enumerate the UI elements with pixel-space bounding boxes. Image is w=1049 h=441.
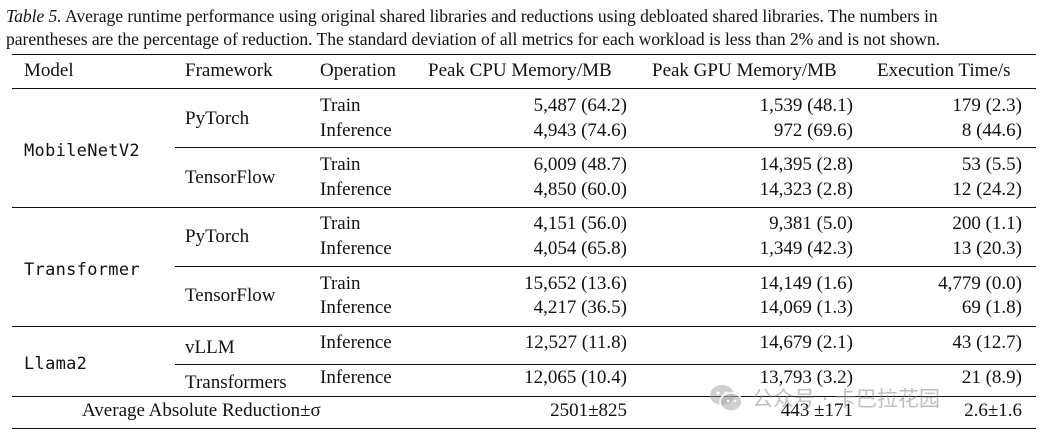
execution-time-cell: 8 (44.6) xyxy=(961,119,1022,141)
execution-time-cell: 43 (12.7) xyxy=(952,331,1022,353)
execution-time-cell: 53 (5.5) xyxy=(961,154,1022,176)
cpu-memory-cell: 6,009 (48.7) xyxy=(533,154,627,176)
summary-gpu: 443 ±171 xyxy=(780,399,853,421)
header-framework: Framework xyxy=(185,60,273,81)
cpu-memory-cell: 15,652 (13.6) xyxy=(524,272,627,294)
operation-cell: Train xyxy=(320,154,361,176)
operation-cell: Inference xyxy=(320,238,392,259)
operation-cell: Inference xyxy=(320,178,392,200)
cpu-memory-cell: 4,054 (65.8) xyxy=(533,238,627,259)
header-cpu: Peak CPU Memory/MB xyxy=(428,60,612,81)
model-divider xyxy=(12,325,1036,327)
execution-time-cell: 12 (24.2) xyxy=(952,178,1022,200)
header-time: Execution Time/s xyxy=(877,60,1011,81)
gpu-memory-cell: 972 (69.6) xyxy=(773,119,853,141)
execution-time-cell: 200 (1.1) xyxy=(952,213,1022,235)
model-cell: MobileNetV2 xyxy=(24,141,140,162)
gpu-memory-cell: 1,539 (48.1) xyxy=(759,95,853,116)
cpu-memory-cell: 4,151 (56.0) xyxy=(533,213,627,235)
operation-cell: Train xyxy=(320,272,361,294)
cpu-memory-cell: 12,527 (11.8) xyxy=(524,331,627,353)
gpu-memory-cell: 14,323 (2.8) xyxy=(759,178,853,200)
execution-time-cell: 13 (20.3) xyxy=(952,238,1022,259)
caption-text-line2: parentheses are the percentage of reduct… xyxy=(6,29,940,49)
model-cell: Transformer xyxy=(24,259,140,280)
cpu-memory-cell: 4,943 (74.6) xyxy=(533,119,627,141)
gpu-memory-cell: 14,149 (1.6) xyxy=(759,272,853,294)
gpu-memory-cell: 1,349 (42.3) xyxy=(759,238,853,259)
cpu-memory-cell: 5,487 (64.2) xyxy=(533,95,627,116)
execution-time-cell: 21 (8.9) xyxy=(961,366,1022,388)
operation-cell: Train xyxy=(320,213,361,235)
header-rule xyxy=(12,88,1036,89)
gpu-memory-cell: 14,069 (1.3) xyxy=(759,297,853,319)
cpu-memory-cell: 12,065 (10.4) xyxy=(524,366,627,388)
gpu-memory-cell: 14,679 (2.1) xyxy=(759,331,853,353)
bottom-rule xyxy=(12,427,1036,430)
summary-cpu: 2501±825 xyxy=(550,399,627,421)
caption-label: Table 5. xyxy=(6,6,62,26)
cpu-memory-cell: 4,217 (36.5) xyxy=(533,297,627,319)
summary-label: Average Absolute Reduction±σ xyxy=(82,399,321,421)
framework-divider xyxy=(175,147,1036,149)
gpu-memory-cell: 9,381 (5.0) xyxy=(769,213,853,235)
framework-cell: vLLM xyxy=(185,337,235,359)
top-rule xyxy=(12,54,1036,56)
framework-cell: TensorFlow xyxy=(185,166,276,188)
model-cell: Llama2 xyxy=(24,353,88,374)
cpu-memory-cell: 4,850 (60.0) xyxy=(533,178,627,200)
execution-time-cell: 179 (2.3) xyxy=(952,95,1022,116)
operation-cell: Inference xyxy=(320,119,392,141)
operation-cell: Inference xyxy=(320,331,392,353)
header-operation: Operation xyxy=(320,60,396,81)
watermark: 公众号 · 卡巴拉花园 xyxy=(708,378,1028,418)
operation-cell: Train xyxy=(320,95,361,116)
wechat-icon xyxy=(710,385,743,412)
header-model: Model xyxy=(24,60,74,81)
table-caption: Table 5. Average runtime performance usi… xyxy=(6,5,1042,51)
operation-cell: Inference xyxy=(320,297,392,319)
framework-divider xyxy=(175,265,1036,267)
gpu-memory-cell: 14,395 (2.8) xyxy=(759,154,853,176)
watermark-text: 公众号 · 卡巴拉花园 xyxy=(752,387,941,411)
framework-cell: Transformers xyxy=(185,372,287,394)
framework-divider xyxy=(175,363,1036,365)
gpu-memory-cell: 13,793 (3.2) xyxy=(759,366,853,388)
framework-cell: PyTorch xyxy=(185,226,250,247)
model-divider xyxy=(12,395,1036,397)
framework-cell: PyTorch xyxy=(185,107,250,129)
framework-cell: TensorFlow xyxy=(185,285,276,307)
summary-time: 2.6±1.6 xyxy=(964,399,1022,421)
caption-text-line1: Average runtime performance using origin… xyxy=(65,6,938,26)
model-divider xyxy=(12,207,1036,209)
execution-time-cell: 4,779 (0.0) xyxy=(938,272,1022,294)
header-gpu: Peak GPU Memory/MB xyxy=(652,60,837,81)
operation-cell: Inference xyxy=(320,366,392,388)
execution-time-cell: 69 (1.8) xyxy=(961,297,1022,319)
